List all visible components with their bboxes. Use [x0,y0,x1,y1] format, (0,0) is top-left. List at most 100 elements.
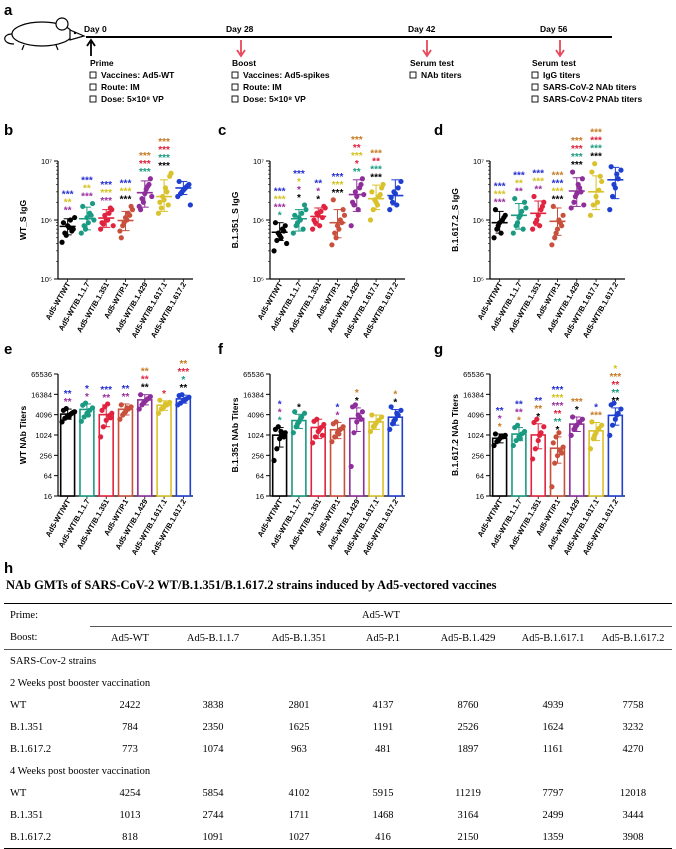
gmt-cell: 963 [291,743,307,755]
significance-star: ** [515,187,523,198]
significance-star: * [355,396,359,407]
prime-label: Prime: [4,603,90,627]
data-point [519,208,525,214]
significance-star: * [316,194,320,205]
data-point [330,197,336,203]
y-tick-label: 10⁵ [253,275,264,284]
strain-label: B.1.351 [10,721,44,733]
y-axis-label: B.1.351_S IgG [230,191,240,248]
checkbox-icon [531,83,539,91]
gmt-cell: 1625 [288,721,310,733]
data-point [167,399,173,405]
significance-star: *** [532,177,544,188]
significance-star: ** [141,367,149,378]
data-point [491,442,497,449]
data-point [618,167,624,173]
significance-star: *** [158,145,170,156]
data-point [110,223,116,229]
data-point [99,220,105,226]
panel-label: d [434,122,443,139]
data-point [531,193,537,200]
significance-star: ** [141,383,149,394]
significance-star: ** [372,156,380,167]
boost-header: Ad5-B.1.429 [424,626,512,650]
data-point [578,189,584,195]
data-point [310,440,316,446]
data-point [541,199,547,205]
significance-star: * [316,186,320,197]
chart-panel-e: e 16 64 256 1024 4096 16384 65536 WT NAb Titers A… [4,341,193,557]
data-point [398,407,404,413]
table-row: B.1.351 784 2350 1625 1191 2526 1624 323… [4,716,672,738]
gmt-cell: 3164 [457,809,479,821]
gmt-cell: 3232 [622,721,644,733]
significance-star: *** [158,137,170,148]
significance-star: * [85,384,89,395]
data-point [387,426,393,433]
significance-star: ** [515,400,523,411]
data-point [332,230,338,236]
gmt-cell: 1711 [288,809,310,821]
significance-star: *** [81,192,93,203]
day-label: Day 28 [226,24,254,34]
timeline-day56: Day 56 Serum test IgG titers SARS-CoV-2 … [531,24,642,104]
data-point [118,235,124,241]
significance-star: ** [122,384,130,395]
gmt-cell: 784 [122,721,138,733]
gmt-cell: 818 [90,826,170,849]
x-tick-label: Ad5-WT/B.1.617.2 [361,498,400,557]
significance-star: *** [552,178,564,189]
data-point [271,248,277,254]
significance-star: *** [351,151,363,162]
checkbox-icon [89,83,97,91]
gmt-cell: 7758 [622,699,644,711]
data-point [556,430,562,436]
gmt-cell: 2499 [542,809,564,821]
data-point [117,416,123,422]
item-text: Dose: 5×10⁸ VP [101,94,164,104]
significance-star: ** [534,396,542,407]
data-point [618,406,624,412]
data-point [340,424,346,430]
significance-star: *** [351,135,363,146]
y-tick-label: 1024 [467,431,484,440]
gmt-cell: 2150 [424,826,512,849]
table-row-prime: Prime: Ad5-WT [4,603,672,627]
data-point [359,176,365,182]
y-tick-label: 16 [44,492,52,501]
significance-star: *** [571,144,583,155]
y-tick-label: 10⁶ [253,216,264,225]
data-point [549,242,555,248]
data-point [389,199,396,205]
data-point [158,205,164,211]
data-point [290,430,296,436]
y-tick-label: 10⁷ [41,157,52,166]
significance-star: *** [100,385,112,396]
data-point [321,421,327,428]
stage-label: Serum test [532,58,576,68]
data-point [552,235,558,241]
significance-star: *** [571,152,583,163]
gmt-cell: 3444 [622,809,644,821]
data-point [502,432,508,438]
checkbox-icon [531,71,539,79]
panel-label: b [4,122,13,139]
checkbox-list: Vaccines: Ad5-spikes Route: IM Dose: 5×1… [231,70,330,104]
arrow-down-icon [422,40,432,58]
panel-label: f [218,341,224,358]
y-tick-label: 65536 [463,370,484,379]
significance-star: *** [332,172,344,183]
gmt-cell: 773 [122,743,138,755]
data-point [597,173,603,179]
significance-star: *** [590,136,602,147]
significance-star: *** [494,182,506,193]
data-point [78,230,84,236]
checkbox-icon [231,71,239,79]
data-point [358,181,364,188]
chart-panel-g: g 16 64 256 1024 4096 16384 65536 B.1.617.2 NAb … [434,341,625,557]
y-tick-label: 16384 [243,390,264,399]
data-point [311,217,317,223]
y-axis-label: B.1.351 NAb Titers [230,397,240,472]
